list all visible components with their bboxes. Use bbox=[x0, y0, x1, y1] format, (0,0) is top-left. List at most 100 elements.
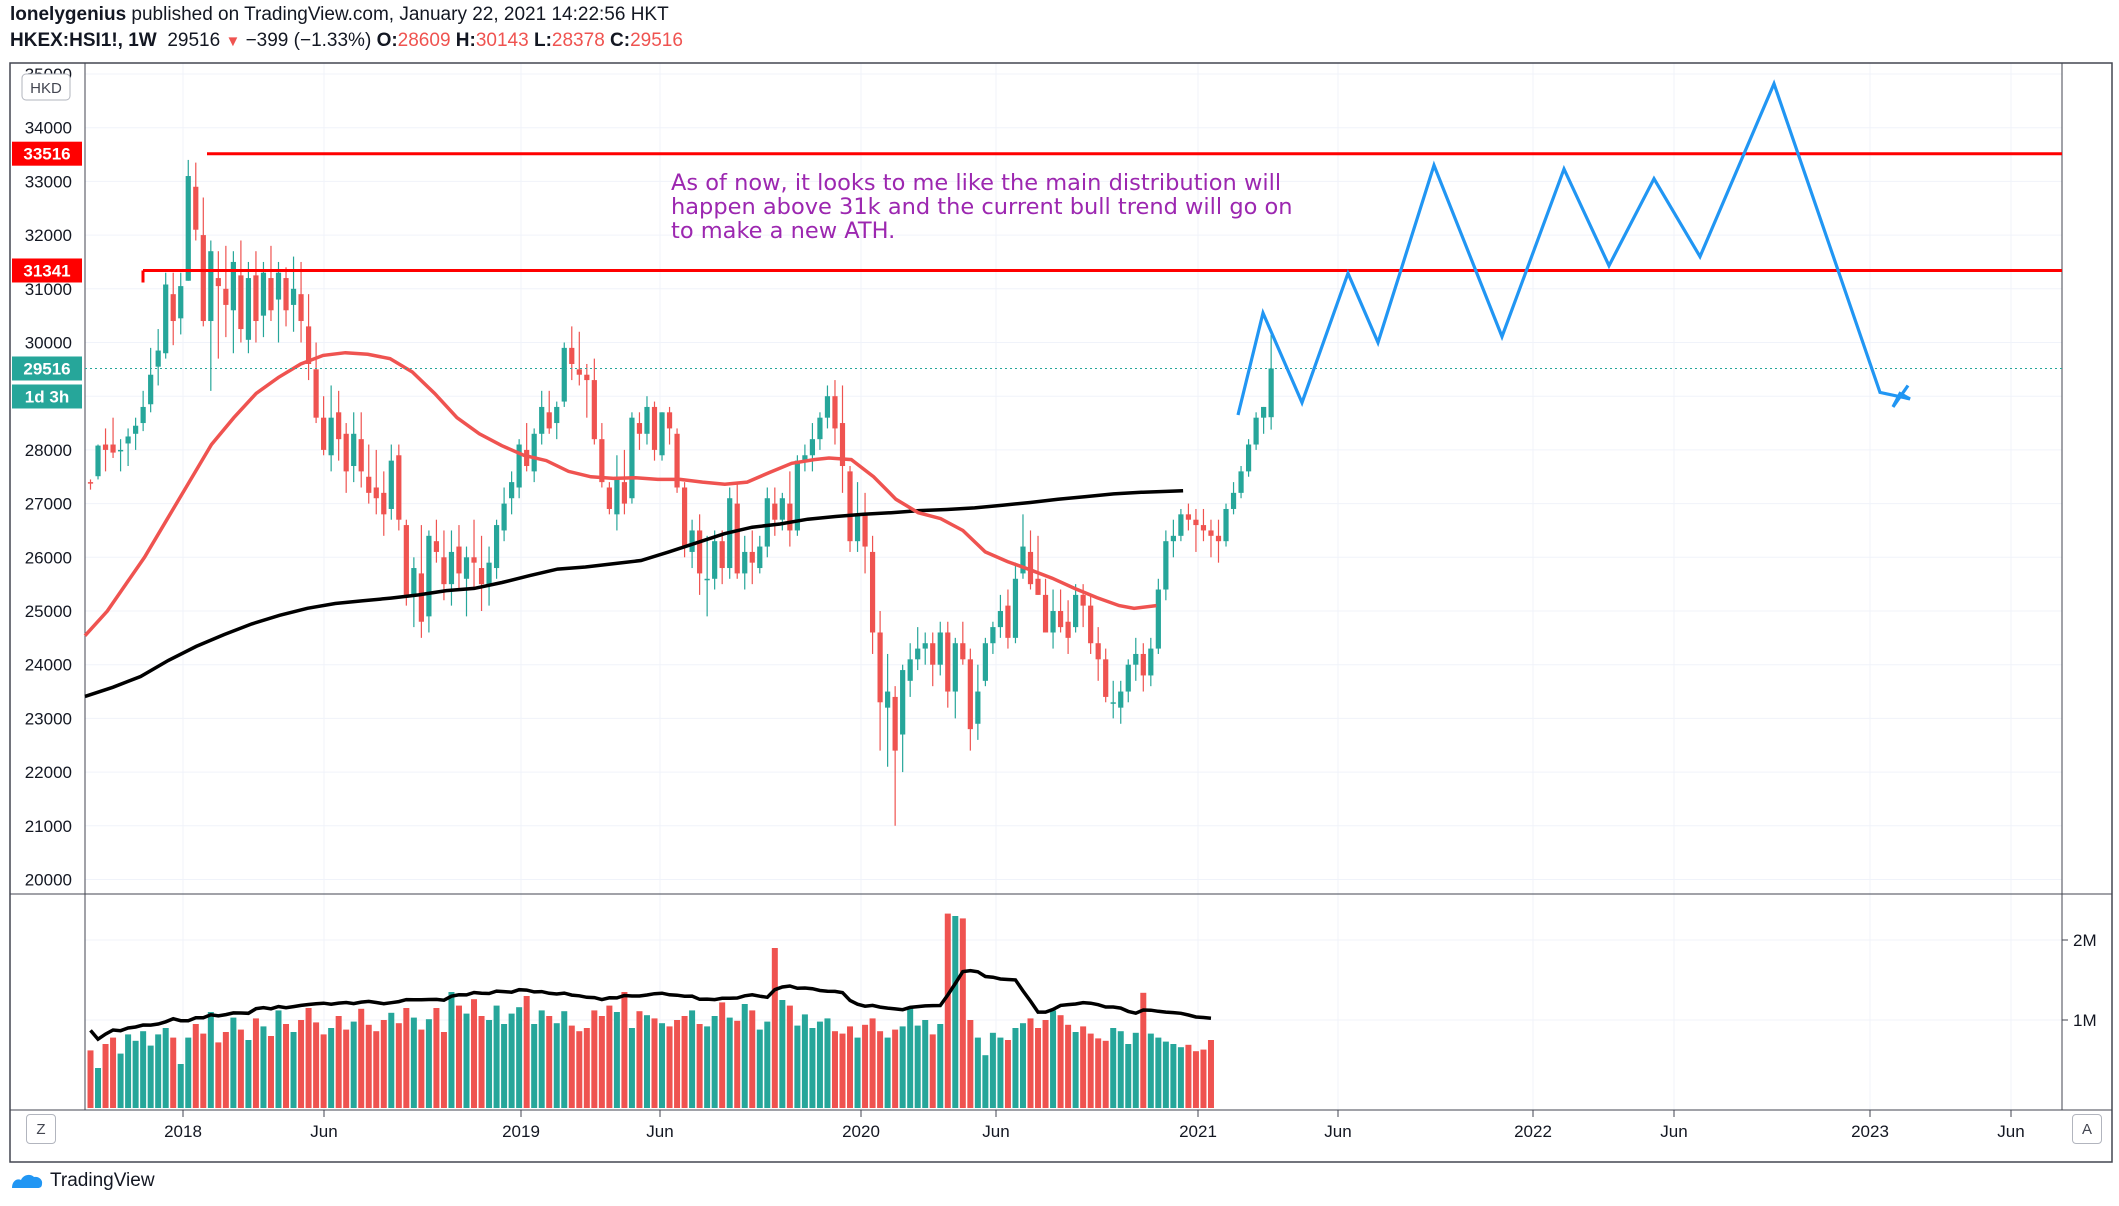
candle-body bbox=[275, 272, 282, 300]
candle-body bbox=[787, 503, 793, 531]
candle-body bbox=[478, 568, 485, 585]
level-badge-33516 bbox=[12, 141, 82, 166]
volume-bar bbox=[380, 1020, 387, 1108]
price-tick-label: 28000 bbox=[25, 441, 72, 460]
volume-bar bbox=[471, 999, 478, 1108]
high-value: 30143 bbox=[475, 30, 529, 51]
candle-body bbox=[757, 546, 763, 569]
candle-body bbox=[1095, 643, 1101, 660]
volume-bar bbox=[674, 1020, 681, 1108]
candle-body bbox=[719, 541, 725, 569]
volume-bar bbox=[305, 1008, 312, 1108]
volume-bar bbox=[1162, 1041, 1169, 1108]
volume-bar bbox=[892, 1029, 899, 1108]
footer-brand[interactable]: TradingView bbox=[10, 1170, 155, 1192]
candle-body bbox=[749, 551, 755, 563]
candle-body bbox=[253, 275, 259, 322]
volume-bar bbox=[192, 1024, 199, 1108]
volume-bar bbox=[801, 1014, 808, 1108]
candle-body bbox=[892, 696, 898, 751]
volume-bar bbox=[245, 1040, 252, 1108]
candle-body bbox=[1042, 594, 1049, 633]
open-value: 28609 bbox=[397, 30, 451, 51]
volume-bar bbox=[764, 1021, 771, 1108]
volume-bar bbox=[440, 1032, 447, 1108]
symbol-label[interactable]: HKEX:HSI1!, 1W bbox=[10, 30, 157, 51]
candle-body bbox=[629, 417, 635, 499]
candle-body bbox=[388, 460, 394, 509]
price-change: −399 (−1.33%) bbox=[245, 30, 372, 51]
volume-bar bbox=[516, 1007, 523, 1108]
volume-bar bbox=[944, 913, 951, 1108]
annotation-text[interactable]: As of now, it looks to me like the main … bbox=[671, 170, 1293, 244]
volume-bar bbox=[862, 1024, 869, 1108]
candles bbox=[87, 159, 1274, 826]
author-name[interactable]: lonelygenius bbox=[10, 4, 127, 25]
candle-body bbox=[915, 648, 921, 660]
level-badge-31341-text: 31341 bbox=[23, 261, 70, 280]
candle-body bbox=[1215, 535, 1222, 542]
candle-body bbox=[396, 455, 402, 520]
candle-body bbox=[1223, 508, 1229, 542]
candle-body bbox=[704, 578, 710, 581]
volume-bar bbox=[290, 1032, 297, 1108]
volume-bar bbox=[989, 1032, 996, 1108]
ma-fast-line bbox=[83, 350, 1157, 637]
candle-body bbox=[621, 482, 628, 504]
volume-bar bbox=[102, 1044, 109, 1108]
candle-body bbox=[140, 406, 146, 424]
volume-bar bbox=[155, 1034, 162, 1108]
countdown-badge-text: 1d 3h bbox=[25, 387, 69, 406]
volume-bar bbox=[914, 1025, 921, 1108]
volume-bar bbox=[689, 1010, 696, 1108]
price-tick-label: 32000 bbox=[25, 226, 72, 245]
volume-bar bbox=[343, 1029, 350, 1108]
volume-bar bbox=[1087, 1033, 1094, 1108]
volume-bar bbox=[1200, 1049, 1207, 1108]
candle-body bbox=[1261, 406, 1267, 418]
candle-body bbox=[290, 288, 297, 305]
time-axis-labels: 2018 Jun 2019 Jun 2020 Jun 2021 Jun 2022 Jun 2023 J… bbox=[164, 1122, 2025, 1141]
currency-box[interactable] bbox=[21, 73, 71, 101]
volume-bar bbox=[501, 1024, 508, 1108]
candle-body bbox=[614, 476, 620, 515]
volume-bar bbox=[1125, 1044, 1132, 1108]
volume-bar bbox=[1185, 1044, 1192, 1108]
volume-bar bbox=[974, 1037, 981, 1108]
volume-bar bbox=[1057, 1015, 1064, 1108]
volume-bar bbox=[418, 1029, 425, 1108]
projection-path[interactable] bbox=[1236, 79, 1911, 416]
volume-bar bbox=[275, 1010, 282, 1108]
volume-bar bbox=[358, 1008, 365, 1108]
candle-body bbox=[869, 551, 876, 633]
volume-bar bbox=[847, 1026, 854, 1108]
candle-body bbox=[1245, 444, 1252, 472]
volume-bar bbox=[1170, 1044, 1177, 1108]
volume-bar bbox=[283, 1024, 290, 1108]
volume-bar bbox=[125, 1034, 132, 1108]
candle-body bbox=[877, 632, 883, 703]
candle-body bbox=[328, 417, 334, 456]
volume-bar bbox=[982, 1055, 989, 1108]
candle-body bbox=[982, 643, 988, 681]
close-value: 29516 bbox=[630, 30, 683, 51]
volume-bar bbox=[929, 1034, 936, 1108]
volume-bar bbox=[448, 992, 455, 1108]
candle-body bbox=[554, 406, 560, 424]
candle-body bbox=[576, 369, 582, 375]
time-tick-label: 2020 bbox=[842, 1122, 880, 1141]
candle-body bbox=[900, 670, 906, 735]
volume-bar bbox=[1035, 1028, 1042, 1108]
auto-scale-button[interactable]: A bbox=[2072, 1114, 2102, 1144]
volume-bar bbox=[553, 1023, 560, 1108]
candle-body bbox=[1268, 368, 1274, 418]
published-text: published on TradingView.com, January 22… bbox=[131, 4, 669, 25]
zoom-button[interactable]: Z bbox=[26, 1114, 56, 1144]
volume-bar bbox=[937, 1024, 944, 1108]
candle-body bbox=[516, 444, 522, 488]
candle-body bbox=[832, 396, 838, 429]
candle-body bbox=[697, 530, 703, 574]
volume-bar bbox=[463, 1013, 470, 1108]
volume-bar bbox=[410, 1017, 417, 1108]
